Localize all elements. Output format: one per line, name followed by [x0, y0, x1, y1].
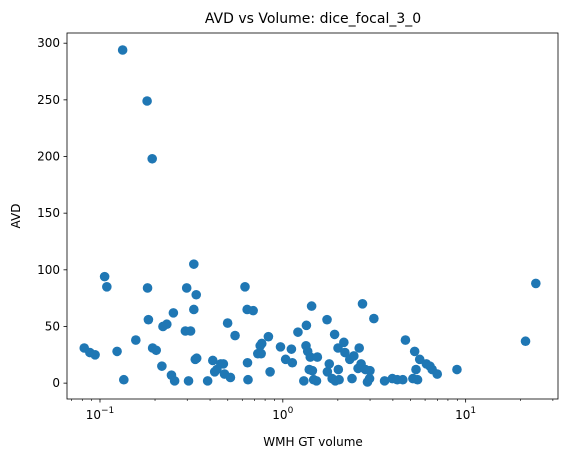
- data-point: [230, 330, 240, 341]
- data-point: [301, 320, 312, 331]
- data-point: [365, 365, 375, 376]
- data-point: [339, 337, 349, 348]
- data-point: [191, 289, 202, 300]
- data-point: [379, 376, 390, 386]
- data-point: [189, 259, 199, 269]
- data-point: [322, 314, 332, 325]
- data-point: [90, 350, 100, 360]
- data-point: [340, 347, 350, 358]
- data-point: [349, 351, 359, 361]
- data-point: [531, 278, 541, 289]
- data-point: [117, 45, 128, 55]
- data-point: [143, 314, 154, 325]
- data-point: [256, 348, 266, 359]
- y-tick-label: 0: [52, 376, 60, 390]
- data-point: [162, 319, 172, 330]
- data-point: [307, 365, 318, 376]
- y-tick-label: 50: [45, 319, 60, 333]
- x-axis-label: WMH GT volume: [263, 435, 363, 449]
- data-point: [400, 335, 411, 345]
- data-point: [225, 372, 236, 383]
- data-point: [191, 353, 202, 364]
- data-point: [242, 357, 253, 368]
- data-point: [293, 327, 303, 337]
- y-tick-label: 300: [37, 36, 60, 50]
- data-point: [412, 374, 423, 385]
- x-tick-label: 10−1: [86, 406, 115, 422]
- y-tick-label: 100: [37, 263, 60, 277]
- data-point: [207, 355, 218, 366]
- data-point: [311, 376, 322, 386]
- data-point: [218, 359, 229, 369]
- data-point: [202, 376, 213, 386]
- data-point: [306, 301, 317, 311]
- data-point: [147, 153, 157, 164]
- y-tick-label: 250: [37, 93, 60, 107]
- data-point: [248, 305, 258, 316]
- data-points: [79, 45, 541, 387]
- data-point: [324, 359, 335, 369]
- data-point: [112, 346, 122, 357]
- data-point: [286, 344, 297, 354]
- data-point: [142, 96, 152, 106]
- data-point: [369, 313, 379, 324]
- data-point: [520, 336, 531, 347]
- data-point: [409, 346, 420, 357]
- data-point: [347, 373, 357, 384]
- data-point: [364, 373, 375, 384]
- data-point: [432, 369, 443, 379]
- data-point: [299, 376, 309, 386]
- data-point: [354, 343, 365, 353]
- y-axis-label: AVD: [9, 204, 23, 229]
- y-tick-label: 150: [37, 206, 60, 220]
- data-point: [411, 364, 421, 375]
- data-point: [312, 352, 323, 362]
- data-point: [275, 342, 286, 352]
- data-point: [157, 361, 167, 371]
- data-point: [169, 376, 180, 386]
- data-point: [189, 304, 199, 315]
- data-point: [329, 329, 340, 340]
- plot-area-frame: [66, 32, 559, 400]
- data-point: [142, 283, 153, 293]
- x-axis: 10−1 100 101: [71, 399, 554, 422]
- data-point: [99, 271, 110, 282]
- data-point: [119, 374, 129, 385]
- data-point: [397, 374, 408, 385]
- y-tick-label: 200: [37, 150, 60, 164]
- data-point: [357, 299, 368, 309]
- data-point: [322, 367, 333, 377]
- data-point: [452, 364, 462, 375]
- data-point: [333, 364, 344, 375]
- data-point: [183, 376, 194, 386]
- data-point: [181, 283, 192, 293]
- y-axis: 0 50 100 150 200 250 300: [37, 36, 67, 390]
- data-point: [102, 282, 112, 292]
- data-point: [305, 352, 316, 362]
- x-tick-label: 101: [455, 406, 476, 422]
- data-point: [240, 282, 250, 292]
- data-point: [185, 326, 196, 336]
- data-point: [256, 338, 267, 349]
- chart-title: AVD vs Volume: dice_focal_3_0: [205, 11, 421, 27]
- data-point: [265, 367, 275, 377]
- x-tick-label: 100: [272, 406, 293, 422]
- data-point: [334, 374, 344, 385]
- data-point: [263, 331, 274, 342]
- data-point: [131, 335, 141, 345]
- data-point: [287, 357, 298, 368]
- data-point: [168, 308, 179, 318]
- data-point: [243, 374, 253, 385]
- data-point: [222, 318, 233, 328]
- data-point: [151, 345, 162, 356]
